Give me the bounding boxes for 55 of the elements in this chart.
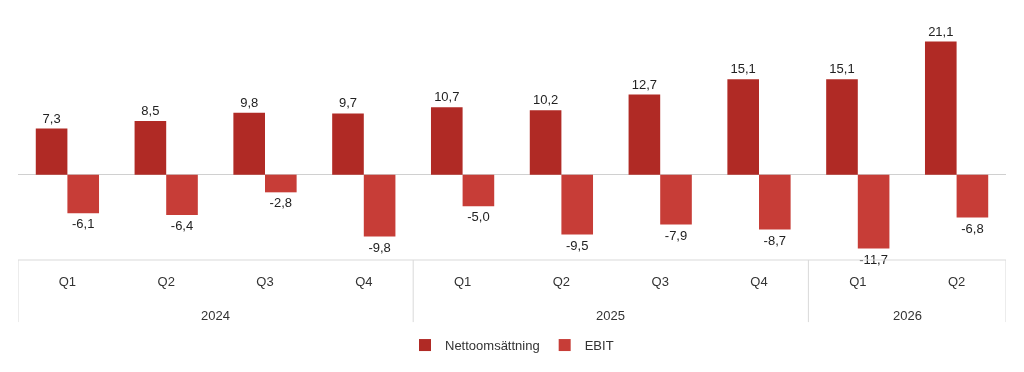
data-label: 10,7: [434, 89, 460, 105]
data-label: 9,8: [240, 94, 259, 110]
bar: [35, 128, 68, 175]
data-label: 7,3: [42, 110, 61, 126]
x-tick-label: Q4: [355, 274, 373, 289]
x-tick-label: Q2: [947, 274, 966, 289]
bar: [956, 174, 989, 218]
x-tick-label: Q1: [58, 274, 77, 289]
bar: [332, 113, 364, 175]
text: 2026: [893, 308, 922, 323]
bar: [462, 174, 495, 207]
data-label: -2,8: [269, 195, 293, 211]
bar: [430, 107, 463, 175]
legend-label: EBIT: [584, 338, 614, 354]
bar: [660, 174, 692, 225]
data-label: -9,5: [566, 237, 589, 253]
bar: [134, 121, 167, 175]
data-label: -5,0: [467, 209, 490, 225]
bar: [529, 110, 562, 175]
data-label: 15,1: [730, 61, 756, 77]
data-label: -9,8: [368, 239, 391, 255]
data-label: 21,1: [928, 23, 954, 39]
data-label: 15,1: [829, 61, 855, 77]
bar: [166, 174, 198, 216]
data-label: -7,9: [664, 227, 688, 243]
data-label: -6,1: [72, 216, 95, 232]
data-label: 12,7: [631, 76, 658, 92]
data-label: -8,7: [763, 232, 787, 248]
bar: [628, 94, 661, 175]
x-tick-label: Q4: [750, 274, 768, 289]
x-tick-label: Q1: [453, 274, 472, 289]
x-tick-label: Q2: [552, 274, 571, 289]
bar: [759, 174, 791, 230]
x-tick-label: Q3: [256, 274, 274, 289]
data-label: -6,4: [170, 218, 194, 234]
data-label: -6,8: [961, 220, 984, 236]
x-tick-label: Q1: [849, 274, 867, 289]
data-label: 8,5: [141, 103, 160, 119]
data-label: 9,7: [338, 95, 358, 111]
bar: [561, 174, 594, 235]
legend-label: Nettoomsättning: [445, 338, 540, 354]
bar: [265, 174, 297, 193]
bar: [924, 41, 957, 175]
x-tick-label: Q3: [651, 274, 669, 289]
text: 2025: [596, 308, 625, 323]
bar: [363, 174, 396, 237]
bar: [826, 79, 858, 175]
data-label: 10,2: [532, 92, 559, 108]
bar: [857, 174, 890, 249]
bar: [233, 112, 265, 175]
data-label: -11,7: [859, 251, 888, 267]
x-tick-label: Q2: [157, 274, 175, 289]
text: 2024: [201, 308, 230, 323]
bar: [727, 79, 759, 175]
bar: [67, 174, 100, 214]
